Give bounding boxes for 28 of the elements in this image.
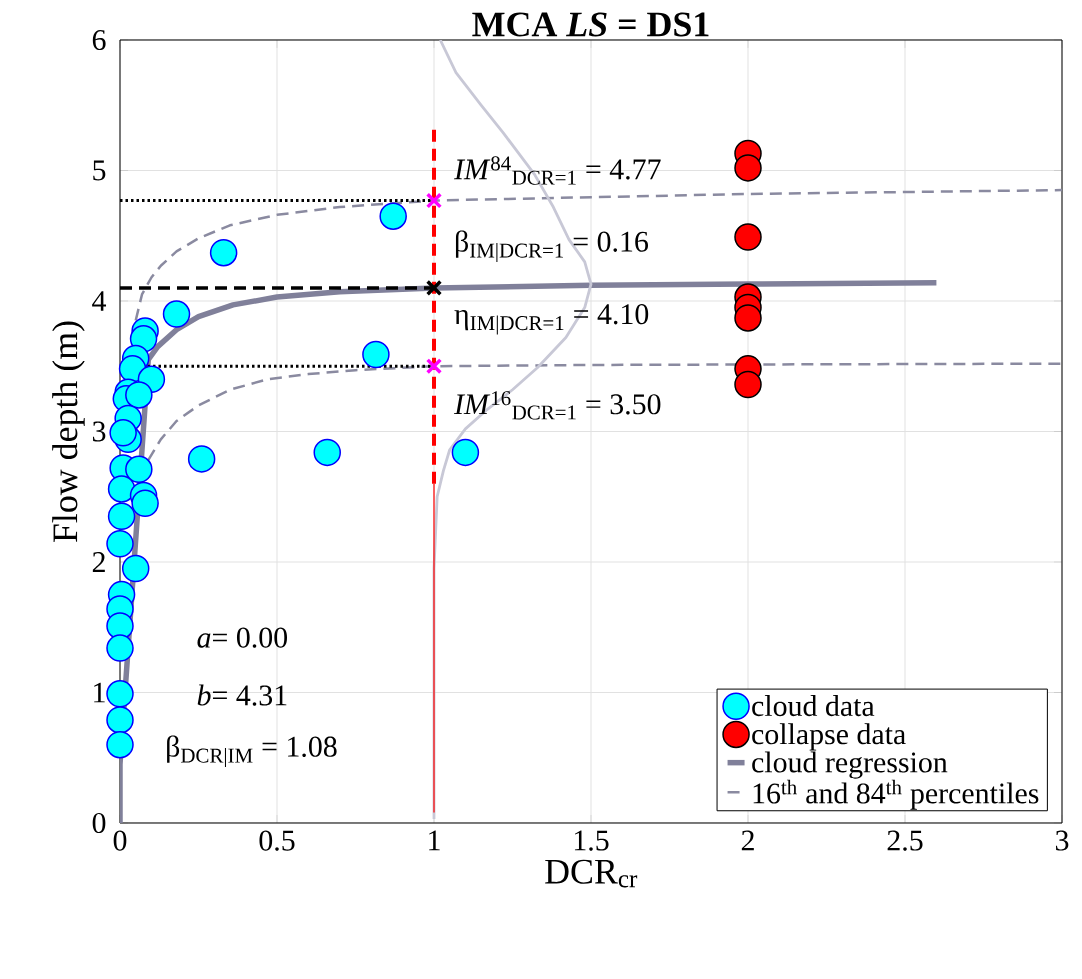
- y-axis-title: Flow depth (m): [52, 321, 85, 543]
- annotation: b= 4.31: [197, 684, 287, 706]
- chart-title: MCA LS = DS1: [472, 12, 709, 37]
- y-tick-label: 3: [92, 421, 106, 442]
- legend-label: cloud regression: [752, 751, 948, 779]
- y-tick-label: 0: [92, 812, 106, 834]
- x-tick-label: 2: [741, 830, 754, 851]
- x-tick-label: 0.5: [259, 830, 295, 851]
- x-tick-label: 1: [429, 830, 440, 851]
- annotation: η$_{IM|DCR=1}$ = 4.10: [454, 304, 649, 335]
- x-tick-label: 0: [113, 830, 127, 851]
- x-axis-title: DCR$_{cr}$: [545, 859, 638, 888]
- legend-label: cloud data: [752, 695, 875, 717]
- annotation: a= 0.00: [197, 627, 288, 648]
- y-tick-label: 2: [92, 552, 105, 572]
- x-tick-label: 1.5: [574, 830, 609, 851]
- legend-label: 16$^{th}$ and 84$^{th}$ percentiles: [753, 779, 1039, 810]
- annotation: β$_{IM|DCR=1}$ = 0.16: [455, 230, 649, 262]
- legend-label: collapse data: [752, 723, 906, 751]
- x-tick-label: 2.5: [887, 830, 923, 851]
- annotation: β$_{DCR|IM}$ = 1.08: [167, 735, 337, 767]
- y-tick-label: 1: [94, 682, 105, 703]
- annotation: IM$^{84}$$_{DCR=1}$ = 4.77: [453, 156, 661, 185]
- y-tick-label: 6: [92, 29, 106, 51]
- y-tick-label: 5: [93, 160, 106, 181]
- annotation: IM$^{16}$$_{DCR=1}$ = 3.50: [453, 391, 661, 420]
- x-tick-label: 3: [1055, 830, 1069, 851]
- y-tick-label: 4: [92, 291, 107, 311]
